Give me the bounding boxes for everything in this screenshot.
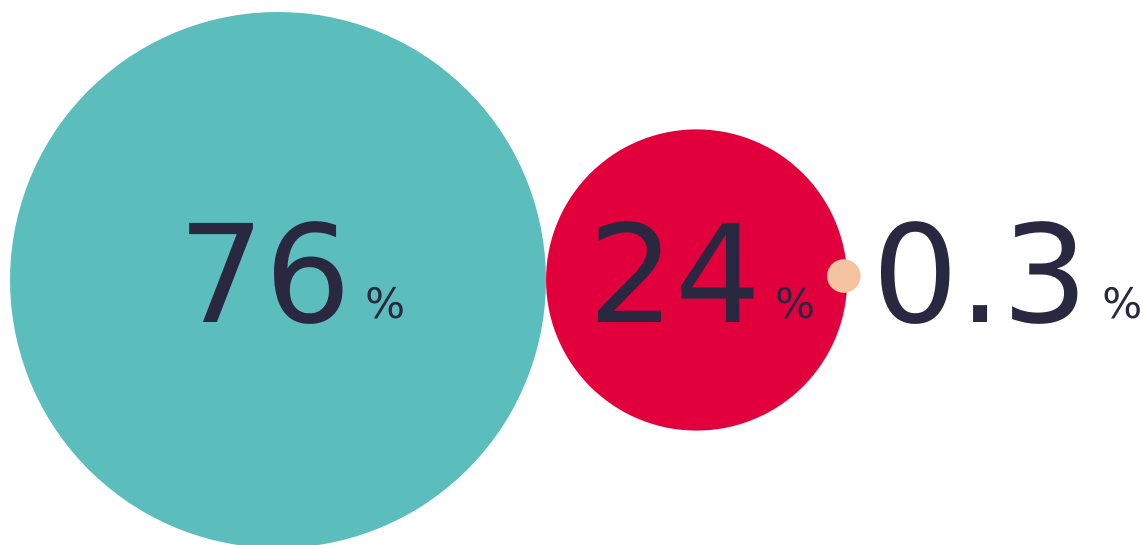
value-label-0-3: 0.3 — [872, 197, 1088, 355]
bubble-0-3 — [827, 259, 861, 293]
unit-label-24: % — [775, 279, 815, 328]
bubble-24 — [546, 129, 848, 431]
value-label-24: 24 — [588, 197, 761, 355]
unit-label-76: % — [365, 279, 405, 328]
bubble-76 — [10, 12, 546, 545]
value-label-76: 76 — [178, 197, 351, 355]
unit-label-0-3: % — [1102, 279, 1142, 328]
bubble-group-3 — [827, 259, 861, 293]
bubble-group-2 — [546, 129, 848, 431]
bubble-group-1 — [10, 12, 546, 545]
